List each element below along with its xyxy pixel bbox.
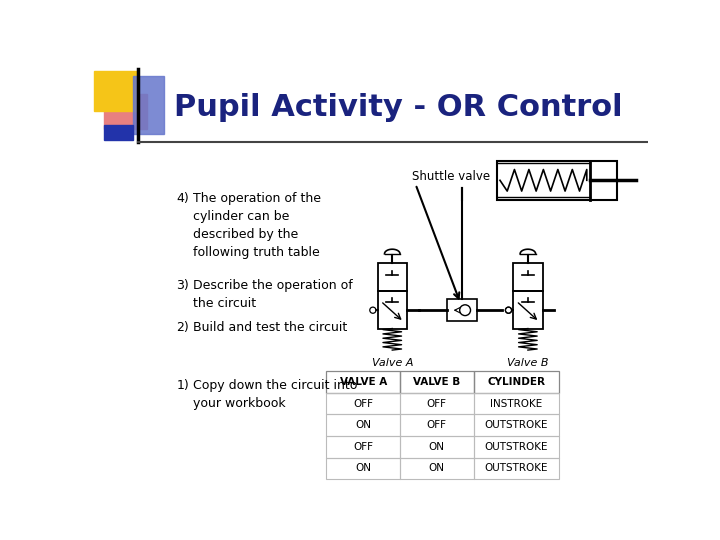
Bar xyxy=(132,76,163,134)
Text: Valve A: Valve A xyxy=(372,358,413,368)
Bar xyxy=(326,457,400,479)
Bar xyxy=(400,414,474,436)
Text: Shuttle valve: Shuttle valve xyxy=(412,170,490,183)
Bar xyxy=(400,457,474,479)
Bar xyxy=(474,393,559,414)
Bar xyxy=(377,291,407,328)
Text: Describe the operation of
the circuit: Describe the operation of the circuit xyxy=(193,279,353,310)
Text: The operation of the
cylinder can be
described by the
following truth table: The operation of the cylinder can be des… xyxy=(193,192,321,259)
Text: OFF: OFF xyxy=(427,399,447,409)
Text: ON: ON xyxy=(429,442,445,452)
Bar xyxy=(400,372,474,393)
Text: Copy down the circuit into
your workbook: Copy down the circuit into your workbook xyxy=(193,379,358,410)
Text: OUTSTROKE: OUTSTROKE xyxy=(485,442,548,452)
Text: OFF: OFF xyxy=(354,399,373,409)
Bar xyxy=(447,299,477,321)
Text: 2): 2) xyxy=(176,321,189,334)
Text: OUTSTROKE: OUTSTROKE xyxy=(485,420,548,430)
Bar xyxy=(474,414,559,436)
Bar xyxy=(104,94,147,129)
Bar xyxy=(513,291,543,328)
Text: 4): 4) xyxy=(176,192,189,205)
Text: VALVE A: VALVE A xyxy=(340,377,387,387)
Bar xyxy=(326,436,400,457)
Text: INSTROKE: INSTROKE xyxy=(490,399,542,409)
Bar xyxy=(400,393,474,414)
Text: Build and test the circuit: Build and test the circuit xyxy=(193,321,348,334)
Bar xyxy=(513,263,543,291)
Text: Valve B: Valve B xyxy=(507,358,549,368)
Bar xyxy=(326,414,400,436)
Bar xyxy=(400,436,474,457)
Text: ON: ON xyxy=(355,463,372,473)
Bar xyxy=(497,161,617,200)
Bar xyxy=(377,263,407,291)
Text: OFF: OFF xyxy=(354,442,373,452)
Bar xyxy=(474,457,559,479)
Text: OUTSTROKE: OUTSTROKE xyxy=(485,463,548,473)
Text: ON: ON xyxy=(355,420,372,430)
Text: 3): 3) xyxy=(176,279,189,292)
Bar xyxy=(474,372,559,393)
Bar xyxy=(326,372,400,393)
Text: VALVE B: VALVE B xyxy=(413,377,460,387)
Text: CYLINDER: CYLINDER xyxy=(487,377,545,387)
Bar xyxy=(474,436,559,457)
Bar xyxy=(104,125,133,140)
Text: OFF: OFF xyxy=(427,420,447,430)
Bar xyxy=(326,393,400,414)
Bar xyxy=(94,71,137,111)
Text: Pupil Activity - OR Control: Pupil Activity - OR Control xyxy=(174,93,622,122)
Text: 1): 1) xyxy=(176,379,189,392)
Text: ON: ON xyxy=(429,463,445,473)
